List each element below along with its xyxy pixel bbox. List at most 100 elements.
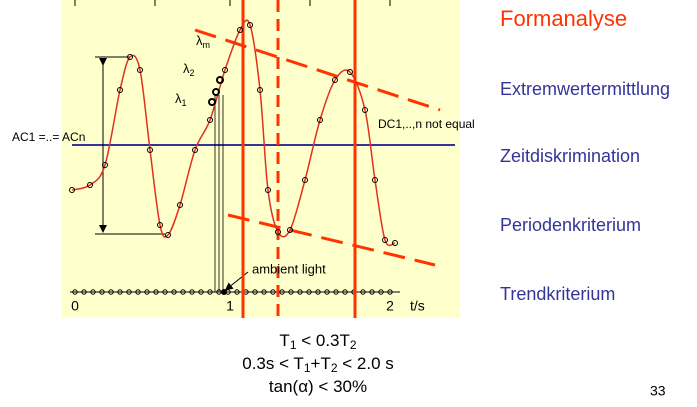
lambda-label: λ1 (175, 91, 187, 108)
subscript: 1 (304, 361, 311, 375)
symbol: λ (196, 33, 203, 48)
dot (144, 289, 150, 295)
sample (287, 227, 293, 233)
dot (360, 289, 366, 295)
formula-text: +T (311, 354, 331, 373)
sample (212, 88, 220, 96)
formula-text: 0.3s < T (242, 354, 304, 373)
page-number: 33 (650, 383, 666, 399)
sample (137, 67, 143, 73)
formula: 0.3s < T1+T2 < 2.0 s (242, 354, 394, 375)
sample (392, 240, 398, 246)
sample (237, 27, 243, 33)
sample (177, 202, 183, 208)
sample (302, 177, 308, 183)
dot (221, 289, 227, 295)
sample (87, 182, 93, 188)
dc-label: DC1,..,n not equal (378, 117, 475, 131)
axis-label: 2 (386, 298, 394, 314)
axis-unit: t/s (410, 298, 425, 314)
dot (135, 289, 141, 295)
dot (324, 289, 330, 295)
sample (165, 232, 171, 238)
sample (332, 77, 338, 83)
sample (372, 177, 378, 183)
sample (147, 147, 153, 153)
lambda-label: λm (196, 33, 210, 50)
ambient-label: ambient light (252, 261, 326, 276)
sample (347, 69, 353, 75)
line (227, 213, 436, 267)
dot (378, 289, 384, 295)
axis-label: 1 (226, 298, 234, 314)
formula-text: tan(α) < 30% (269, 377, 367, 396)
dot (234, 289, 240, 295)
sample (207, 117, 213, 123)
dot (162, 289, 168, 295)
dot (288, 289, 294, 295)
formula-text: < 2.0 s (338, 354, 394, 373)
dot (369, 289, 375, 295)
subscript: 2 (190, 68, 195, 78)
sample (157, 222, 163, 228)
dot (126, 289, 132, 295)
sample (222, 67, 228, 73)
line (224, 271, 249, 291)
subscript: 1 (182, 98, 187, 108)
subscript: 2 (331, 361, 338, 375)
formula-text: < 0.3T (297, 331, 350, 350)
formula-text: T (279, 331, 289, 350)
dot (189, 289, 195, 295)
sample (208, 98, 216, 106)
lambda-label: λ2 (183, 61, 195, 78)
sample (275, 229, 281, 235)
dot (252, 289, 258, 295)
dot (117, 289, 123, 295)
dot (261, 289, 267, 295)
waveform (71, 19, 396, 247)
criterion: Extremwertermittlung (500, 79, 670, 99)
sample (127, 54, 133, 60)
criterion: Trendkriterium (500, 284, 615, 304)
dot (171, 289, 177, 295)
subscript: 2 (350, 338, 357, 352)
dot (270, 289, 276, 295)
sample (117, 87, 123, 93)
sample (69, 187, 75, 193)
sample (216, 76, 224, 84)
dot (180, 289, 186, 295)
sample (192, 147, 198, 153)
sample (265, 187, 271, 193)
dot (315, 289, 321, 295)
dot (153, 289, 159, 295)
dot (81, 289, 87, 295)
criterion: Zeitdiskrimination (500, 146, 640, 166)
sample (257, 87, 263, 93)
sample (102, 162, 108, 168)
dot (198, 289, 204, 295)
dot (333, 289, 339, 295)
sample (247, 22, 253, 28)
dot (387, 289, 393, 295)
formula: tan(α) < 30% (269, 377, 367, 396)
subscript: m (203, 40, 211, 50)
symbol: λ (175, 91, 182, 106)
line (194, 28, 441, 112)
dot (342, 289, 348, 295)
sample (382, 237, 388, 243)
sample (362, 107, 368, 113)
symbol: λ (183, 61, 190, 76)
sample (317, 117, 323, 123)
axis-label: 0 (71, 298, 79, 314)
dot (108, 289, 114, 295)
dot (90, 289, 96, 295)
dot (207, 289, 213, 295)
bracket-label: AC1 =..= ACn (12, 130, 85, 144)
criterion: Periodenkriterium (500, 215, 641, 235)
subscript: 1 (290, 338, 297, 352)
dot (297, 289, 303, 295)
dot (72, 289, 78, 295)
dot (279, 289, 285, 295)
